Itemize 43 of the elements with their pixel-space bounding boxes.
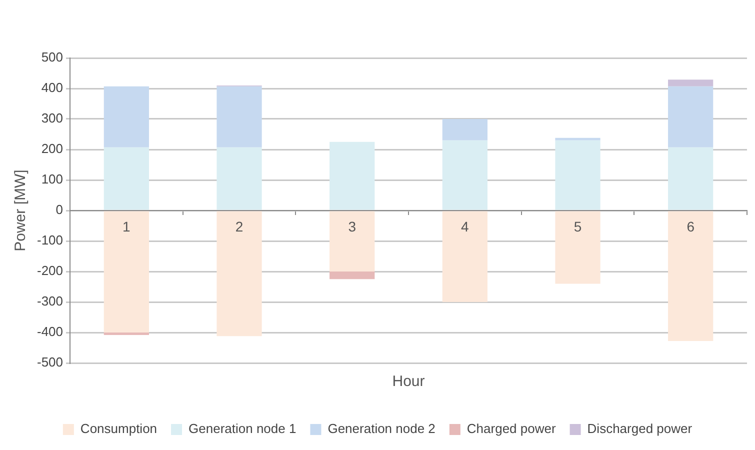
x-axis-title: Hour bbox=[392, 373, 425, 390]
x-tick-label: 3 bbox=[348, 218, 356, 234]
bar bbox=[442, 119, 488, 140]
bar bbox=[442, 140, 488, 210]
y-tick-label: 0 bbox=[56, 202, 64, 218]
legend-label: Consumption bbox=[80, 421, 158, 436]
bar bbox=[555, 211, 600, 284]
x-tick-label: 5 bbox=[574, 218, 582, 234]
bar bbox=[555, 140, 600, 210]
bar bbox=[216, 211, 262, 336]
bar bbox=[668, 80, 714, 86]
bar bbox=[216, 86, 262, 148]
y-tick-label: 200 bbox=[41, 141, 64, 156]
x-tick-label: 2 bbox=[235, 218, 244, 234]
bar bbox=[330, 272, 375, 280]
bar bbox=[442, 211, 488, 302]
y-tick-label: -100 bbox=[36, 232, 64, 248]
y-tick-label: -500 bbox=[36, 354, 64, 370]
y-tick-label: -300 bbox=[36, 294, 64, 309]
x-tick-label: 1 bbox=[122, 218, 131, 234]
y-tick-label: -200 bbox=[36, 263, 64, 278]
x-tick-label: 6 bbox=[686, 218, 695, 234]
bar bbox=[104, 86, 149, 148]
bar bbox=[555, 138, 600, 140]
bar bbox=[330, 211, 375, 272]
bar bbox=[104, 211, 149, 332]
bar bbox=[216, 147, 262, 210]
y-tick-label: 400 bbox=[41, 80, 64, 96]
bar bbox=[668, 86, 714, 148]
legend-label: Generation node 1 bbox=[188, 421, 296, 436]
bar bbox=[668, 211, 714, 342]
bar bbox=[104, 147, 149, 210]
y-axis-title: Power [MW] bbox=[12, 170, 30, 252]
y-tick-label: 100 bbox=[41, 172, 64, 187]
y-tick-label: -400 bbox=[36, 324, 64, 340]
x-tick-label: 4 bbox=[461, 218, 470, 234]
bar bbox=[330, 142, 375, 210]
legend-label: Charged power bbox=[466, 421, 556, 436]
legend-label: Generation node 2 bbox=[328, 421, 436, 436]
y-tick-label: 500 bbox=[41, 50, 64, 65]
bar bbox=[668, 147, 714, 210]
y-tick-label: 300 bbox=[41, 110, 64, 126]
legend-label: Discharged power bbox=[587, 421, 693, 436]
